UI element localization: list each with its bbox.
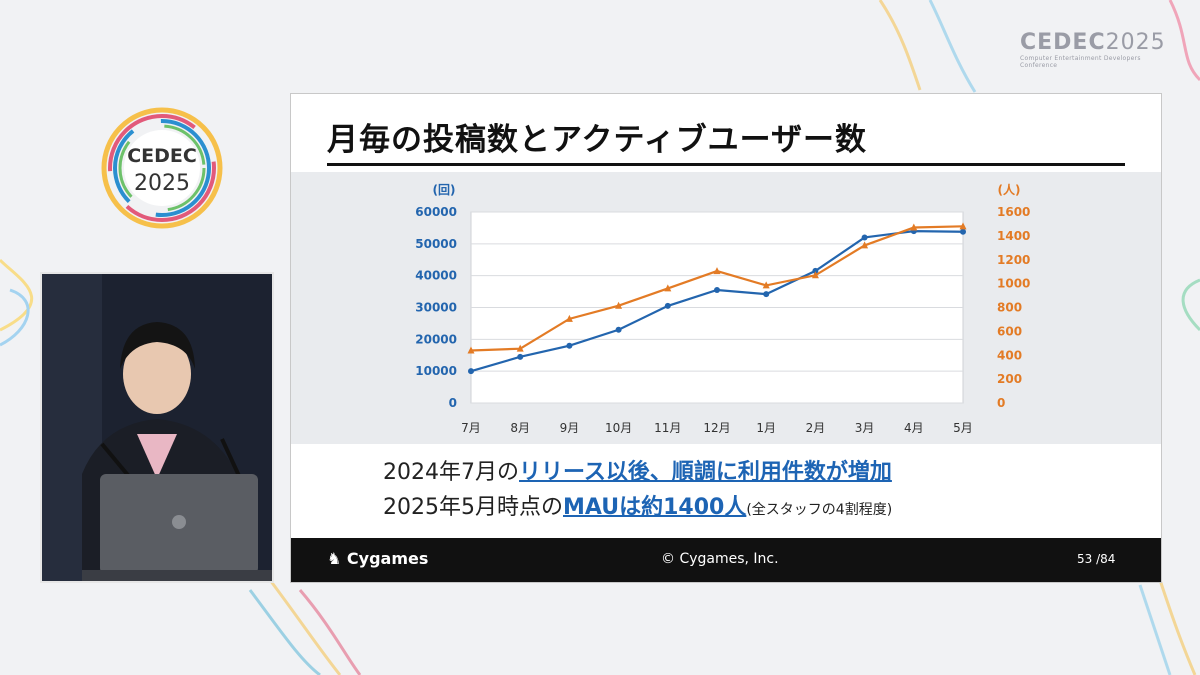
data-point xyxy=(615,326,622,333)
data-point xyxy=(959,222,967,230)
cygames-logo: ♞ Cygames xyxy=(327,549,428,568)
data-point xyxy=(615,301,623,309)
data-point xyxy=(960,228,966,235)
cedec-logo-small: CEDEC2025 Computer Entertainment Develop… xyxy=(1020,30,1165,70)
cygames-mark-icon: ♞ xyxy=(327,549,347,568)
y-left-tick-label: 40000 xyxy=(415,269,457,283)
cedec-logo: CEDEC 2025 xyxy=(101,107,223,229)
data-point xyxy=(910,223,918,231)
y-left-tick-label: 10000 xyxy=(415,364,457,378)
y-right-tick-label: 400 xyxy=(997,348,1022,362)
data-point xyxy=(467,346,475,354)
data-point xyxy=(762,281,770,289)
summary-line-2-highlight: MAUは約1400人 xyxy=(563,495,747,520)
summary-line-1: 2024年7月のリリース以後、順調に利用件数が増加 xyxy=(383,454,892,486)
title-underline xyxy=(327,163,1125,166)
y-left-tick-label: 60000 xyxy=(415,205,457,219)
footer-copyright: © Cygames, Inc. xyxy=(661,551,779,567)
presentation-slide: 月毎の投稿数とアクティブユーザー数 0 10000 20000 30000 40000 5… xyxy=(290,93,1162,583)
y-left-tick-label: 50000 xyxy=(415,237,457,251)
y-right-tick-label: 600 xyxy=(997,324,1022,338)
y-left-tick-label: 20000 xyxy=(415,332,457,346)
summary-line-1-prefix: 2024年7月の xyxy=(383,460,519,485)
y-left-tick-label: 0 xyxy=(449,396,457,410)
y-right-tick-label: 200 xyxy=(997,372,1022,386)
chart-panel: 0 10000 20000 30000 40000 50000 60000 0 200 400 6… xyxy=(291,172,1161,444)
presenter-video xyxy=(40,272,274,583)
data-point xyxy=(517,353,524,360)
cedec-small-name: CEDEC xyxy=(1020,30,1106,55)
y-right-tick-label: 1200 xyxy=(997,253,1030,267)
presenter-image xyxy=(42,274,272,581)
cedec-logo-name: CEDEC xyxy=(127,145,197,167)
x-tick-label: 8月 xyxy=(510,421,530,435)
data-point xyxy=(664,302,671,309)
page-number: 53 /84 xyxy=(1077,552,1116,566)
data-point xyxy=(812,267,819,274)
data-point xyxy=(861,234,868,241)
x-tick-label: 12月 xyxy=(703,421,730,435)
line-chart: 0 10000 20000 30000 40000 50000 60000 0 200 400 6… xyxy=(415,182,1030,435)
x-tick-label: 9月 xyxy=(560,421,580,435)
summary-line-2-prefix: 2025年5月時点の xyxy=(383,495,563,520)
data-point xyxy=(468,368,474,375)
slide-footer: ♞ Cygames © Cygames, Inc. 53 /84 xyxy=(291,538,1161,582)
slide-title: 月毎の投稿数とアクティブユーザー数 xyxy=(327,122,867,158)
data-point xyxy=(516,344,524,352)
x-tick-label: 3月 xyxy=(855,421,875,435)
x-tick-label: 1月 xyxy=(756,421,776,435)
x-tick-label: 7月 xyxy=(461,421,481,435)
x-tick-label: 10月 xyxy=(605,421,632,435)
summary-line-1-highlight: リリース以後、順調に利用件数が増加 xyxy=(519,460,892,485)
data-point xyxy=(713,267,721,275)
y-left-tick-label: 30000 xyxy=(415,301,457,315)
x-tick-label: 5月 xyxy=(953,421,973,435)
cedec-small-subtitle: Computer Entertainment Developers Confer… xyxy=(1020,55,1141,69)
y-right-tick-label: 800 xyxy=(997,301,1022,315)
footer-brand: Cygames xyxy=(346,549,429,568)
y-axis-left-label: (回) xyxy=(433,183,456,197)
summary-line-2: 2025年5月時点のMAUは約1400人(全スタッフの4割程度) xyxy=(383,489,892,521)
x-tick-label: 11月 xyxy=(654,421,681,435)
summary-line-2-note: (全スタッフの4割程度) xyxy=(746,502,893,518)
data-point xyxy=(565,314,573,322)
x-tick-label: 4月 xyxy=(904,421,924,435)
x-tick-label: 2月 xyxy=(806,421,826,435)
data-point xyxy=(566,342,573,349)
data-point xyxy=(763,291,770,298)
y-right-tick-label: 1400 xyxy=(997,229,1030,243)
data-point xyxy=(861,241,869,249)
cedec-logo-year: 2025 xyxy=(134,171,190,196)
y-right-tick-label: 0 xyxy=(997,396,1005,410)
data-point xyxy=(664,284,672,292)
y-axis-right-label: (人) xyxy=(998,182,1021,197)
data-point xyxy=(714,286,720,293)
y-right-tick-label: 1000 xyxy=(997,277,1030,291)
data-point xyxy=(811,271,819,279)
cedec-small-year: 2025 xyxy=(1105,30,1166,55)
y-right-tick-label: 1600 xyxy=(997,205,1030,219)
